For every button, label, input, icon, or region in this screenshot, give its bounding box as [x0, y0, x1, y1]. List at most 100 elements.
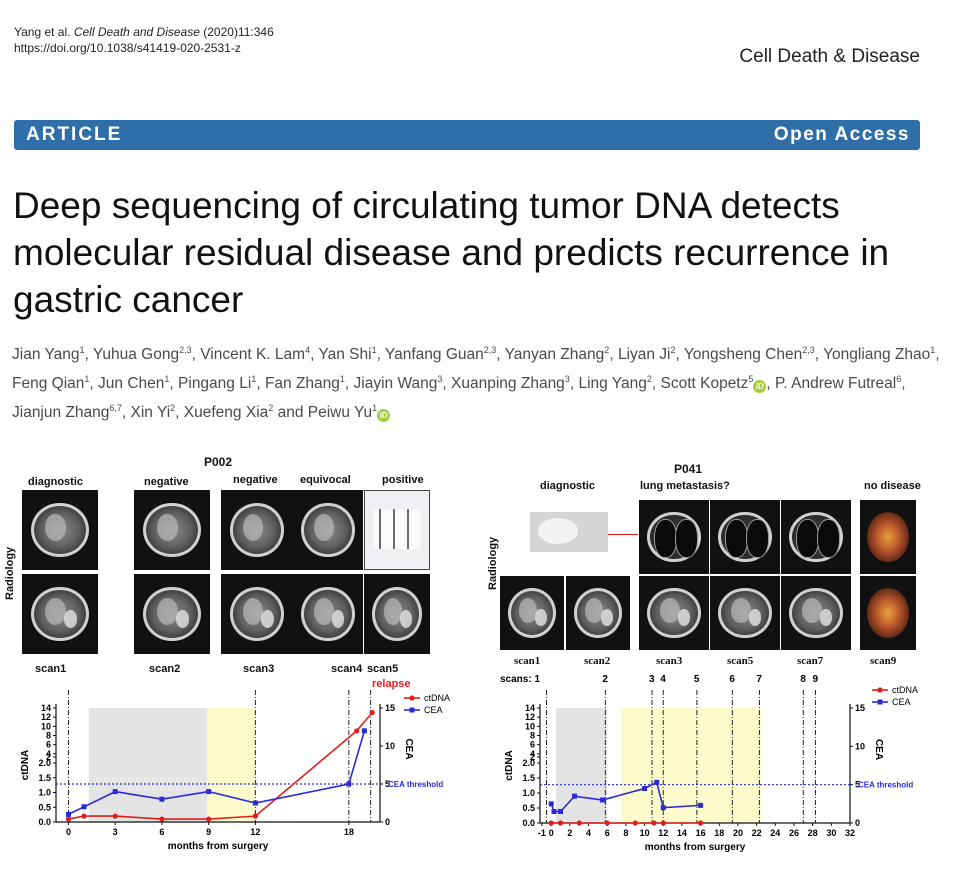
scan-label: scan7: [797, 655, 824, 667]
cea-point: [551, 809, 557, 814]
article-banner: ARTICLE Open Access: [14, 120, 920, 150]
status-negative-2: negative: [233, 474, 278, 486]
status-diagnostic: diagnostic: [540, 480, 596, 492]
author-affiliation: 2: [604, 345, 610, 355]
y-tick-label: 0.0: [522, 818, 535, 828]
orcid-icon[interactable]: iD: [377, 409, 391, 423]
x-tick-label: 6: [159, 827, 164, 837]
doi-link[interactable]: https://doi.org/10.1038/s41419-020-2531-…: [14, 41, 241, 55]
ctdna-point: [369, 709, 375, 716]
x-tick-label: 12: [250, 827, 260, 837]
author-name: Yuhua Gong: [92, 346, 180, 364]
cea-threshold-label: CEA threshold: [858, 781, 913, 790]
y-tick-label: 6: [46, 740, 51, 750]
author-affiliation: 6: [896, 374, 902, 385]
author-affiliation: 2: [170, 403, 176, 414]
pet-image: [860, 576, 916, 650]
author-affiliation: 2,3: [179, 345, 192, 355]
status-lung-metastasis: lung metastasis?: [640, 480, 730, 492]
legend-marker: [877, 699, 883, 705]
journal-name: Cell Death & Disease: [739, 46, 920, 67]
author-name: Xuanping Zhang: [451, 375, 565, 393]
ct-image: [500, 576, 564, 650]
author-name: Yanyan Zhang: [504, 346, 605, 364]
y-tick-label: 12: [525, 712, 535, 722]
ct-image: [781, 576, 851, 650]
y-tick-label: 1.5: [38, 773, 51, 783]
y2-tick-label: 10: [385, 741, 395, 751]
author-affiliation: 3: [564, 374, 570, 385]
author-affiliation: 1: [372, 403, 378, 414]
ctdna-point: [159, 816, 165, 822]
y-tick-label: 1.0: [38, 788, 51, 798]
author-affiliation: 6,7: [109, 403, 122, 414]
x-tick-label: 20: [733, 828, 743, 838]
x-tick-label: 0: [549, 828, 554, 838]
open-access-label: Open Access: [773, 124, 910, 145]
ct-image: [364, 574, 430, 654]
author-affiliation: 1: [164, 374, 170, 385]
ctdna-point: [548, 820, 554, 826]
legend-label: ctDNA: [424, 693, 450, 703]
lung-zoom-inset: [530, 512, 608, 552]
ctdna-point: [660, 820, 666, 826]
y-tick-label: 2.0: [522, 758, 535, 768]
cea-point: [654, 779, 660, 785]
scan-number: 5: [694, 674, 700, 685]
cea-point: [600, 797, 606, 803]
shaded-region: [88, 708, 208, 822]
status-positive: positive: [382, 474, 424, 486]
x-tick-label: 16: [696, 828, 706, 838]
scan-number: 8: [800, 674, 806, 685]
author-affiliation: 1: [251, 374, 257, 385]
author-name: Xin Yi: [130, 404, 171, 422]
orcid-icon[interactable]: iD: [753, 380, 767, 394]
x-tick-label: 28: [808, 828, 818, 838]
y-tick-label: 10: [41, 721, 51, 731]
cea-point: [698, 802, 704, 808]
legend-label: CEA: [892, 697, 911, 707]
author-affiliation: 1: [930, 345, 936, 355]
author-affiliation: 5: [748, 374, 754, 385]
ctdna-point: [65, 816, 72, 822]
ctdna-point: [651, 820, 657, 826]
y-axis-label: ctDNA: [20, 750, 31, 781]
author-affiliation: 1: [371, 345, 377, 355]
citation-line: Yang et al. Cell Death and Disease (2020…: [14, 24, 274, 40]
x-tick-label: 30: [826, 828, 836, 838]
ctdna-point: [698, 820, 704, 826]
author-affiliation: 4: [305, 345, 311, 355]
ct-image: [781, 500, 851, 574]
radiology-label-left: Radiology: [4, 546, 16, 600]
author-name: Vincent K. Lam: [200, 346, 306, 364]
y-tick-label: 10: [525, 721, 535, 731]
x-tick-label: 14: [677, 828, 687, 838]
author-name: Jiayin Wang: [353, 375, 438, 393]
author-affiliation: 2: [670, 345, 676, 355]
author-name: Peiwu Yu: [307, 404, 373, 422]
cea-point: [112, 789, 118, 795]
citation-journal: Cell Death and Disease: [73, 25, 200, 39]
scan-number: 4: [660, 674, 666, 685]
x-tick-label: 0: [66, 827, 71, 837]
y-axis-label: ctDNA: [504, 750, 515, 781]
ctdna-point: [112, 813, 118, 819]
legend-marker: [409, 707, 415, 713]
scan-label: scan2: [584, 655, 611, 667]
y2-tick-label: 15: [385, 703, 395, 713]
article-type-label: ARTICLE: [26, 124, 123, 145]
ctdna-point: [354, 728, 360, 734]
shaded-region: [555, 708, 608, 823]
y-tick-label: 2: [530, 752, 535, 762]
pet-image: [860, 500, 916, 574]
scans-label: scans: 1: [500, 674, 540, 685]
scan-label: scan1: [514, 655, 541, 667]
radiology-label-right: Radiology: [487, 536, 499, 590]
author-name: Liyan Ji: [617, 346, 671, 364]
author-name: Jun Chen: [98, 375, 165, 393]
legend-marker: [409, 695, 415, 701]
y2-tick-label: 0: [855, 818, 860, 828]
y2-tick-label: 5: [385, 779, 390, 789]
ctdna-point: [81, 813, 87, 819]
